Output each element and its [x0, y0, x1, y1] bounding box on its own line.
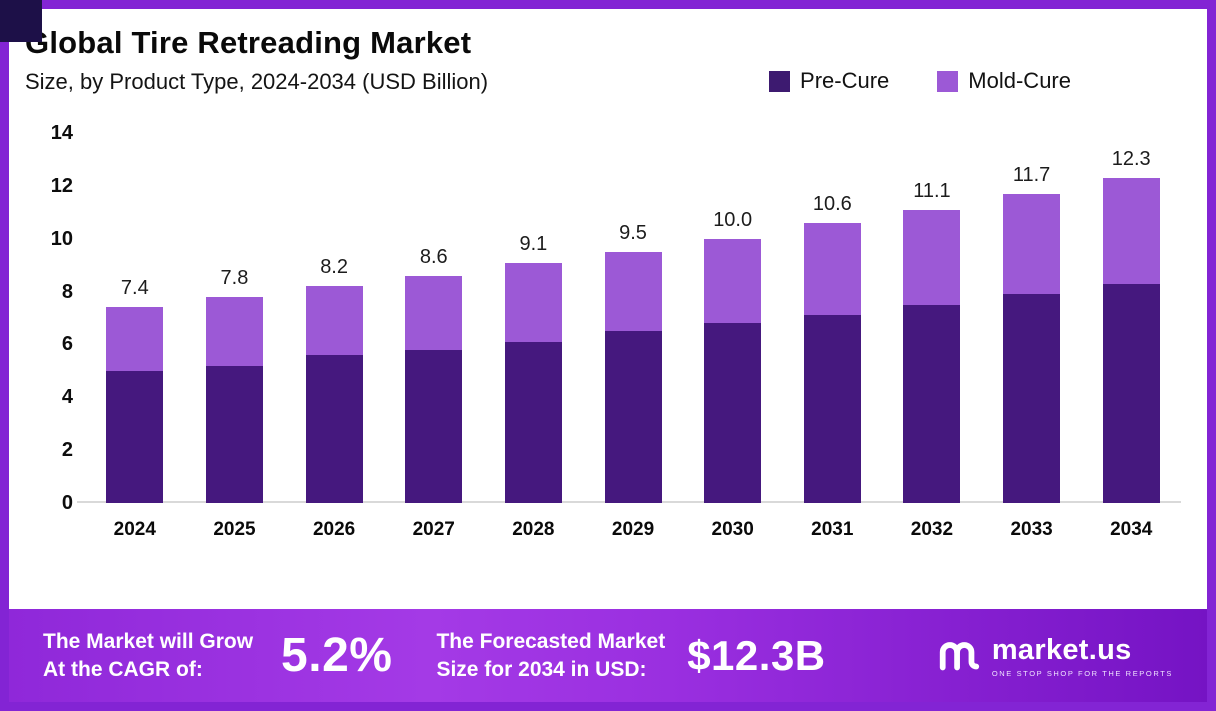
- bar-segment-pre-cure: [305, 355, 363, 503]
- corner-accent: [0, 0, 42, 42]
- bar-segment-mold-cure: [1102, 177, 1160, 284]
- y-tick-label: 12: [50, 174, 73, 197]
- brand-name: market.us: [991, 633, 1132, 666]
- legend-label: Pre-Cure: [800, 68, 890, 93]
- bar-total-label: 7.8: [220, 266, 249, 289]
- y-tick-label: 0: [61, 492, 73, 514]
- forecast-label: The Forecasted Market Size for 2034 in U…: [436, 628, 665, 683]
- bar-segment-pre-cure: [604, 331, 662, 503]
- header: Global Tire Retreading Market Size, by P…: [9, 9, 1207, 95]
- bar-segment-pre-cure: [803, 315, 861, 503]
- stacked-bar-chart: 14 12 10 8 6 4 2 0 7.4 7.8 8.2 8.6 9.1 9.5 10.0 10.6 11…: [9, 95, 1207, 541]
- bar-segment-pre-cure: [504, 341, 562, 503]
- bar-segment-pre-cure: [106, 370, 164, 503]
- y-axis: 14 12 10 8 6 4 2 0: [27, 122, 85, 514]
- legend-item-pre-cure: Pre-Cure: [769, 68, 889, 94]
- cagr-label-line1: The Market will Grow: [43, 630, 254, 654]
- bar-total-label: 10.0: [713, 208, 753, 231]
- bar-segment-pre-cure: [1003, 294, 1061, 503]
- x-tick-label: 2029: [611, 519, 655, 540]
- bar-total-label: 9.5: [619, 221, 647, 244]
- y-tick-label: 10: [50, 227, 73, 250]
- x-tick-label: 2031: [811, 519, 854, 540]
- x-tick-label: 2027: [412, 519, 455, 540]
- bar-segment-pre-cure: [903, 304, 961, 503]
- legend-swatch: [769, 70, 791, 92]
- x-tick-label: 2026: [312, 519, 356, 540]
- title-block: Global Tire Retreading Market Size, by P…: [25, 25, 769, 95]
- bar-total-label: 11.1: [913, 179, 951, 202]
- bar-segment-pre-cure: [1102, 283, 1160, 503]
- bar-segment-pre-cure: [405, 349, 463, 503]
- bar-segment-mold-cure: [504, 262, 562, 342]
- bar-group-2030: 10.0: [683, 133, 783, 503]
- forecast-label-line2: Size for 2034 in USD:: [436, 657, 647, 681]
- bar-segment-mold-cure: [405, 275, 463, 350]
- bar-segment-pre-cure: [704, 323, 762, 503]
- bar-segment-mold-cure: [205, 296, 263, 366]
- plot-area: 7.4 7.8 8.2 8.6 9.1 9.5 10.0 10.6 11.1 11.7 12.3 2…: [77, 133, 1181, 541]
- x-tick-label: 2034: [1110, 519, 1153, 540]
- bar-total-label: 8.6: [419, 245, 448, 268]
- bar-segment-mold-cure: [704, 238, 762, 324]
- brand-text: market.us ONE STOP SHOP FOR THE REPORTS: [992, 634, 1173, 678]
- bar-group-2033: 11.7: [982, 133, 1082, 503]
- bar-group-2031: 10.6: [782, 133, 882, 503]
- x-tick-label: 2024: [113, 519, 156, 540]
- cagr-value: 5.2%: [281, 629, 393, 682]
- page-title: Global Tire Retreading Market: [25, 25, 472, 60]
- bar-group-2032: 11.1: [882, 133, 982, 503]
- y-tick-label: 14: [50, 122, 73, 144]
- bar-group-2025: 7.8: [185, 133, 285, 503]
- y-tick-label: 4: [61, 386, 73, 409]
- bar-segment-mold-cure: [106, 307, 164, 371]
- y-tick-label: 2: [61, 439, 73, 462]
- bar-total-label: 11.7: [1012, 163, 1051, 186]
- bar-segment-mold-cure: [903, 209, 961, 305]
- chart-legend: Pre-Cure Mold-Cure: [769, 67, 1167, 95]
- x-tick-label: 2032: [910, 519, 954, 540]
- y-tick-label: 6: [61, 333, 73, 356]
- y-tick-label: 8: [61, 280, 73, 303]
- x-tick-label: 2028: [512, 519, 555, 540]
- bar-segment-pre-cure: [205, 365, 263, 503]
- page-subtitle: Size, by Product Type, 2024-2034 (USD Bi…: [25, 69, 489, 94]
- cagr-label-line2: At the CAGR of:: [43, 657, 203, 681]
- legend-label: Mold-Cure: [968, 68, 1071, 93]
- bar-total-label: 9.1: [519, 232, 548, 255]
- cagr-label: The Market will Grow At the CAGR of:: [43, 628, 253, 683]
- x-tick-label: 2033: [1010, 519, 1053, 540]
- bar-total-label: 7.4: [120, 277, 149, 300]
- bar-segment-mold-cure: [1003, 193, 1061, 295]
- bar-group-2028: 9.1: [484, 133, 584, 503]
- x-axis-labels: 2024 2025 2026 2027 2028 2029 2030 2031 2032 2033…: [85, 519, 1181, 541]
- bar-group-2027: 8.6: [384, 133, 484, 503]
- legend-swatch: [937, 70, 959, 92]
- forecast-label-line1: The Forecasted Market: [436, 630, 666, 654]
- bar-group-2034: 12.3: [1081, 133, 1181, 503]
- bar-total-label: 8.2: [320, 256, 348, 279]
- forecast-value: $12.3B: [687, 631, 826, 679]
- x-tick-label: 2030: [711, 519, 754, 540]
- bar-segment-mold-cure: [305, 286, 363, 355]
- marketus-logo-icon: [939, 641, 979, 670]
- bar-total-label: 12.3: [1111, 147, 1151, 170]
- brand-block: market.us ONE STOP SHOP FOR THE REPORTS: [936, 633, 1173, 679]
- bar-segment-mold-cure: [803, 222, 861, 316]
- plot-row: 7.4 7.8 8.2 8.6 9.1 9.5 10.0 10.6 11.1 11.7 12.3: [77, 133, 1181, 503]
- bar-group-2024: 7.4: [85, 133, 185, 503]
- bar-total-label: 10.6: [812, 192, 852, 215]
- legend-item-mold-cure: Mold-Cure: [937, 68, 1071, 94]
- bar-group-2026: 8.2: [284, 133, 384, 503]
- footer-banner: The Market will Grow At the CAGR of: 5.2…: [9, 609, 1207, 702]
- brand-tagline: ONE STOP SHOP FOR THE REPORTS: [991, 668, 1173, 678]
- x-tick-label: 2025: [213, 519, 256, 540]
- bar-group-2029: 9.5: [583, 133, 683, 503]
- bar-segment-mold-cure: [604, 251, 662, 332]
